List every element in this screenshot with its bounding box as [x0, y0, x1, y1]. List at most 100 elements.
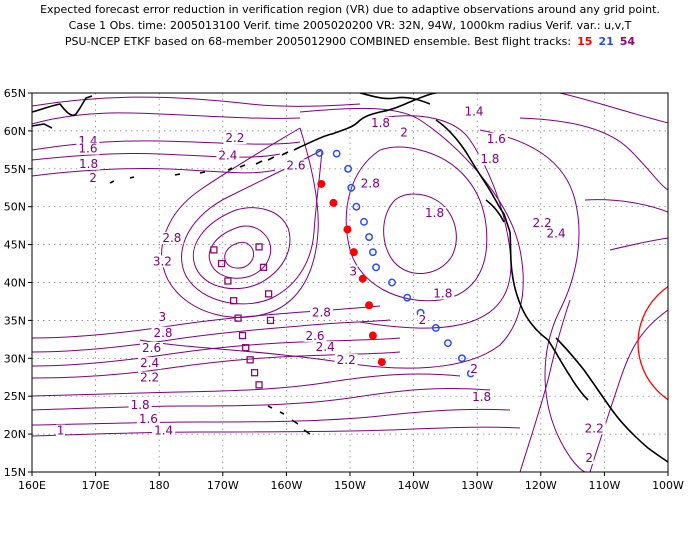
contour-label-bg [313, 341, 337, 354]
map-title: Expected forecast error reduction in ver… [0, 2, 700, 50]
contour-lines [32, 93, 668, 472]
track-21-marker [431, 324, 440, 332]
lat-lon-grid [32, 93, 668, 472]
contour-label-bg [530, 216, 554, 229]
contour-label-bg [544, 227, 568, 240]
contour-label: 1.6 [487, 132, 506, 146]
track-54-marker [224, 277, 232, 285]
track-54-marker [264, 290, 273, 298]
track-54-marker [250, 369, 259, 377]
contour-label-bg [423, 207, 447, 220]
track-54-id: 54 [619, 35, 636, 48]
contour-label: 1.8 [425, 206, 444, 220]
title-line-1: Expected forecast error reduction in ver… [40, 3, 660, 16]
axis-tick-labels: 160E 170E 180 170W 160W 150W 140W 130W 120W 110W 1… [4, 87, 684, 492]
contour-label-bg [418, 313, 428, 326]
track-21-marker [368, 248, 377, 257]
lon-tick-label: 130W [461, 479, 493, 492]
contour-label-bg [56, 424, 66, 437]
contour-label-bg [140, 341, 164, 354]
contour-label: 1.6 [78, 142, 97, 156]
contour-label-bg [582, 422, 606, 435]
lon-tick-label: 110W [588, 479, 620, 492]
lon-tick-label: 140W [398, 479, 430, 492]
contour-label: 2.4 [218, 148, 237, 162]
contour-label-bg [138, 357, 162, 370]
contour-label-bg [284, 159, 308, 172]
contour-label-bg [358, 177, 382, 190]
lon-tick-label: 120W [525, 479, 557, 492]
lon-tick-label: 150W [334, 479, 366, 492]
contour-label: 2.2 [585, 421, 604, 435]
track-21-marker [360, 217, 368, 226]
contour-line [519, 299, 571, 472]
contour-line [32, 373, 461, 397]
contour-label: 1.6 [139, 412, 158, 426]
track-54-marker [242, 344, 250, 352]
contour-label-bg [478, 153, 502, 166]
contour-label-bg [150, 255, 174, 268]
contour-label: 2.8 [361, 176, 380, 190]
lat-tick-label: 35N [4, 314, 26, 327]
contour-label: 2.2 [337, 353, 356, 367]
contour-line [345, 146, 488, 302]
contour-label: 2.6 [286, 158, 305, 172]
track-54-marker [229, 297, 238, 305]
title-line-2: Case 1 Obs. time: 2005013100 Verif. time… [68, 19, 632, 32]
alaska-coast-upper [359, 93, 431, 105]
contour-labels: 1.821.41.61.81.41.61.822.22.42.62.82.22.… [56, 104, 606, 465]
contour-label-bg [369, 116, 393, 129]
contour-line [584, 199, 668, 213]
lat-tick-label: 30N [4, 352, 26, 365]
lat-tick-label: 15N [4, 466, 26, 479]
asia-coast-fragment [32, 123, 53, 129]
contour-label: 1.8 [433, 286, 452, 300]
track-21-marker [443, 339, 452, 348]
contour-label-bg [303, 329, 327, 342]
track-54-marker [234, 314, 242, 322]
contour-line [32, 351, 401, 379]
track-15-marker [349, 248, 358, 257]
lat-tick-label: 25N [4, 390, 26, 403]
contour-line [32, 167, 276, 177]
contour-label: 3.2 [153, 255, 172, 269]
contour-line [589, 309, 668, 472]
contour-label-bg [484, 132, 508, 145]
track-15-marker [358, 274, 367, 283]
lon-tick-label: 160E [18, 479, 46, 492]
contour-label-bg [77, 157, 101, 170]
track-54-marker [246, 356, 254, 364]
contour-line [32, 305, 381, 339]
alaska-coast [299, 93, 437, 148]
contour-label: 2 [89, 171, 97, 185]
coastline [32, 93, 668, 463]
contour-label: 2.6 [305, 329, 324, 343]
contour-line [32, 96, 361, 107]
contour-label: 1.4 [464, 104, 483, 118]
panhandle-coast [435, 119, 511, 233]
contour-line [161, 127, 319, 318]
contour-label: 1.8 [480, 152, 499, 166]
lat-tick-label: 20N [4, 428, 26, 441]
track-15-marker [317, 179, 326, 188]
track-15-marker [368, 331, 377, 340]
track-21-marker [457, 354, 466, 363]
contour-label-bg [348, 265, 358, 278]
contour-label-bg [399, 126, 409, 139]
vancouver-island [485, 199, 505, 223]
contour-line [519, 117, 668, 191]
contour-line [32, 140, 301, 151]
contour-line [32, 387, 491, 411]
track-54-marker [210, 246, 218, 254]
contour-label-bg [152, 424, 176, 437]
lon-tick-label: 100W [652, 479, 684, 492]
title-line-3-prefix: PSU-NCEP ETKF based on 68-member 2005012… [64, 35, 572, 48]
track-15-marker [329, 198, 338, 207]
contour-line [479, 129, 586, 472]
track-21-id: 21 [598, 35, 614, 48]
mexico-coast [555, 337, 668, 463]
contour-line [32, 408, 511, 426]
contour-line [192, 207, 291, 290]
aleutian-islands [109, 146, 301, 184]
track-54-marker [255, 381, 263, 389]
